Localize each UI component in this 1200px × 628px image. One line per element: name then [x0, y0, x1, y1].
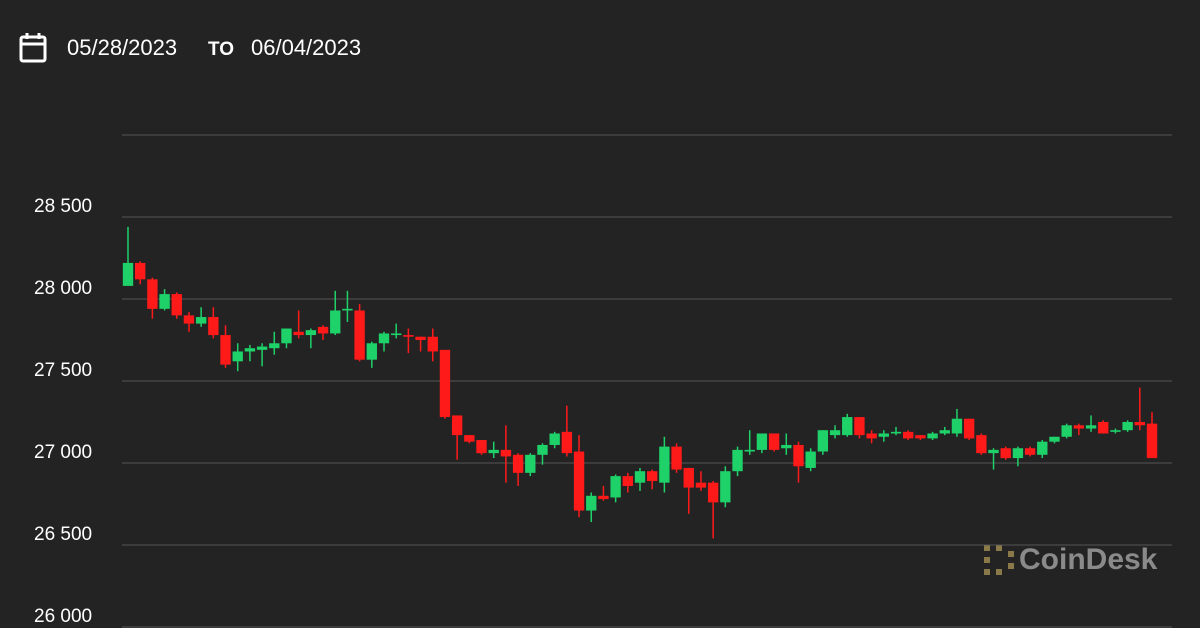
candle-body	[147, 279, 158, 309]
candle-body	[781, 444, 792, 449]
candle-body	[1073, 425, 1085, 429]
candle-body	[1049, 436, 1060, 442]
candle-body	[720, 471, 731, 503]
candle-body	[366, 343, 377, 360]
candle-body	[610, 476, 621, 498]
candle-body	[842, 417, 853, 436]
candle-body	[488, 449, 499, 454]
candle-body	[269, 343, 280, 349]
candle-body	[122, 262, 134, 286]
candle-body	[793, 444, 804, 467]
candle-body	[305, 330, 317, 336]
candle-body	[1012, 448, 1024, 459]
candle-body	[183, 315, 195, 324]
y-tick-label: 26 000	[34, 606, 92, 627]
candle-body	[354, 310, 365, 360]
candle-body	[1098, 422, 1109, 434]
candle-body	[317, 326, 329, 334]
candle-body	[976, 435, 987, 454]
candle-body	[415, 336, 426, 340]
candle-body	[464, 435, 475, 442]
y-tick-label: 27 500	[34, 360, 92, 381]
candle-body	[256, 346, 268, 350]
candle-body	[281, 328, 292, 344]
candle-body	[330, 310, 341, 334]
candle-body	[208, 317, 219, 336]
candle-body	[512, 454, 524, 473]
candle-body	[890, 431, 902, 434]
candle-body	[695, 482, 707, 488]
y-tick-label: 28 000	[34, 278, 92, 299]
candle-body	[671, 446, 682, 470]
candle-body	[756, 433, 768, 450]
candle-body	[1122, 422, 1133, 431]
candle-body	[707, 482, 719, 503]
candle-body	[403, 335, 414, 337]
candle-body	[549, 433, 560, 445]
candle-body	[805, 451, 816, 468]
end-date: 06/04/2023	[251, 35, 361, 60]
candle-body	[854, 417, 865, 436]
candle-body	[1110, 430, 1121, 432]
candle-body	[866, 433, 877, 439]
candle-body	[915, 435, 926, 439]
candle-body	[159, 294, 170, 309]
candle-body	[439, 349, 451, 418]
candle-body	[1085, 425, 1097, 429]
candle-body	[1146, 423, 1158, 459]
candle-body	[586, 495, 597, 511]
start-date: 05/28/2023	[67, 35, 177, 60]
candle-body	[342, 308, 353, 311]
candle-body	[135, 262, 146, 280]
date-separator: TO	[208, 39, 234, 60]
candle-body	[1134, 422, 1145, 426]
candle-body	[744, 449, 755, 452]
candle-body	[963, 418, 975, 439]
candle-body	[171, 294, 182, 316]
candle-body	[537, 444, 548, 455]
candle-body	[293, 331, 304, 336]
candle-body	[732, 449, 743, 472]
candle-body	[927, 433, 938, 439]
candle-body	[903, 431, 914, 439]
candle-body	[659, 446, 670, 483]
candle-body	[451, 415, 463, 436]
candle-body	[427, 336, 438, 352]
watermark: CoinDesk	[1019, 543, 1158, 576]
candle-body	[634, 471, 646, 483]
candle-body	[878, 433, 889, 437]
candle-body	[220, 335, 231, 365]
candle-body	[988, 449, 999, 454]
candle-body	[683, 467, 694, 488]
y-tick-label: 26 500	[34, 524, 92, 545]
candle-body	[378, 333, 390, 344]
candle-body	[829, 430, 841, 436]
y-tick-label: 27 000	[34, 442, 92, 463]
candle-body	[1061, 425, 1072, 437]
candle-body	[525, 454, 536, 473]
candle-body	[195, 317, 207, 324]
candle-body	[622, 476, 633, 486]
candle-body	[939, 430, 950, 434]
candle-body	[951, 418, 963, 434]
candle-body	[1000, 448, 1011, 459]
candle-body	[500, 449, 512, 457]
candle-body	[573, 451, 585, 511]
y-tick-label: 28 500	[34, 196, 92, 217]
candle-body	[244, 348, 256, 352]
candle-body	[391, 333, 402, 336]
watermark-logo	[984, 545, 1014, 575]
candle-body	[232, 351, 243, 362]
candle-body	[561, 431, 573, 454]
candle-body	[1037, 441, 1048, 455]
candle-body	[598, 495, 609, 500]
candle-body	[768, 433, 780, 450]
candle-body	[817, 430, 829, 452]
candle-body	[647, 471, 658, 482]
calendar-icon	[19, 33, 47, 63]
candle-body	[476, 440, 487, 454]
candle-body	[1024, 448, 1036, 455]
